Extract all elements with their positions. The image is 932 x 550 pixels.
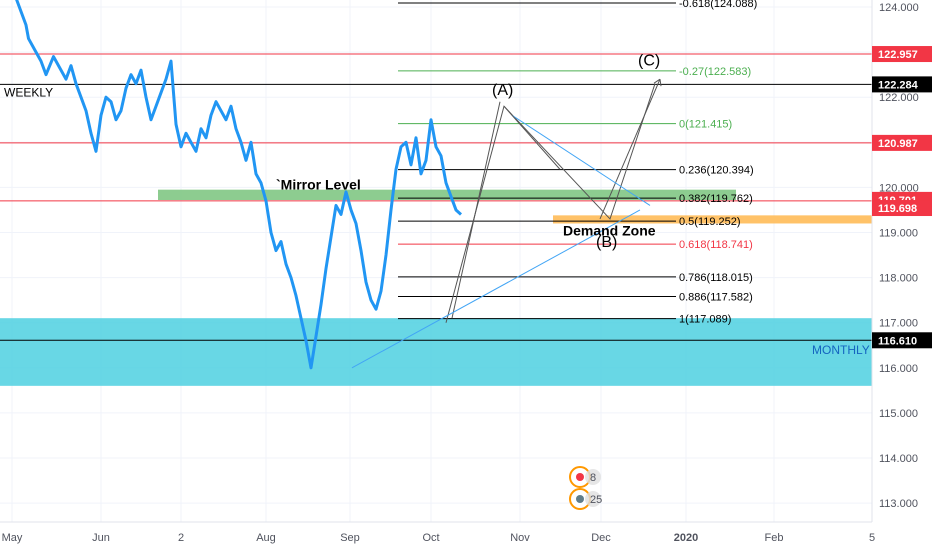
x-tick-label: Feb — [765, 532, 784, 544]
y-tick-label: 122.000 — [879, 92, 919, 104]
event-badges[interactable]: 8 25 — [569, 466, 602, 510]
price-tag[interactable] — [872, 46, 932, 63]
price-tag-label: 116.610 — [878, 335, 917, 347]
y-tick-label: 118.000 — [879, 273, 918, 285]
price-tag-label: 122.957 — [878, 49, 918, 61]
x-tick-label: Aug — [256, 532, 276, 544]
fibonacci-retracement[interactable]: -0.618(124.088) -0.27(122.583) 0(121.415) 0… — [398, 0, 757, 326]
wave-b-label: (B) — [596, 234, 617, 251]
resistance-trendline — [511, 114, 651, 206]
x-tick-label: 5 — [869, 532, 875, 544]
x-tick-label: Sep — [340, 532, 360, 544]
fib-level-label: 0.786(118.015) — [679, 272, 753, 284]
price-line — [15, 0, 463, 370]
wave-c-arrow-line — [599, 78, 661, 220]
zones — [0, 189, 872, 386]
event-badge-dot — [576, 473, 584, 481]
y-tick-label: 115.000 — [879, 408, 918, 420]
wave-c-label: (C) — [638, 53, 660, 70]
event-badge-count-bg — [585, 469, 601, 485]
mirror-level-zone — [158, 189, 736, 201]
drawings — [351, 78, 662, 369]
wave-a-label: (A) — [492, 82, 513, 99]
y-tick-label: 120.000 — [879, 182, 919, 194]
mirror-level-label: `Mirror Level — [276, 176, 361, 192]
price-tag-label: 119.698 — [878, 203, 917, 215]
fib-level-label: 0.382(119.762) — [679, 193, 753, 205]
x-tick-label: 2 — [178, 532, 184, 544]
fib-level-label: 0.5(119.252) — [679, 216, 741, 228]
y-tick-label: 116.000 — [879, 363, 918, 375]
weekly-label: WEEKLY — [4, 85, 53, 99]
price-tag[interactable] — [872, 332, 932, 349]
arrow-head — [653, 78, 662, 87]
event-badge-count-bg — [585, 491, 601, 507]
price-tag[interactable] — [872, 134, 932, 151]
fib-level-label: 0(121.415) — [679, 119, 732, 131]
fib-level-label: -0.618(124.088) — [679, 0, 757, 10]
demand-zone — [553, 215, 872, 224]
wave-b-leg — [503, 105, 561, 170]
monthly-label: MONTHLY — [812, 343, 870, 357]
event-badge-count: 8 — [590, 472, 596, 484]
fib-level-label: -0.27(122.583) — [679, 66, 751, 78]
annotations: WEEKLY `Mirror Level Demand Zone MONTHLY (A)… — [4, 53, 870, 357]
x-axis[interactable]: May Jun 2 Aug Sep Oct Nov Dec 2020 Feb 5 — [0, 521, 932, 550]
y-tick-label: 113.000 — [879, 498, 918, 510]
x-tick-label: May — [2, 532, 23, 544]
x-tick-label: Nov — [510, 532, 530, 544]
event-badge-dot — [576, 495, 584, 503]
wave-a-parallel — [451, 101, 501, 319]
event-badge-count: 25 — [590, 494, 602, 506]
support-trendline — [351, 209, 641, 369]
x-tick-label: Dec — [591, 532, 611, 544]
x-tick-label: Oct — [422, 532, 439, 544]
fib-level-label: 0.236(120.394) — [679, 165, 754, 177]
price-tag[interactable] — [872, 200, 932, 217]
fib-level-label: 0.618(118.741) — [679, 239, 753, 251]
fib-level-label: 0.886(117.582) — [679, 291, 753, 303]
y-tick-label: 119.000 — [879, 228, 918, 240]
demand-zone-label: Demand Zone — [563, 223, 656, 239]
price-tag-label: 120.987 — [878, 138, 918, 150]
monthly-zone — [0, 318, 872, 386]
y-tick-label: 124.000 — [879, 2, 919, 14]
price-tag[interactable] — [872, 76, 932, 93]
y-axis[interactable]: 124.000123.000122.000121.000120.000119.0… — [871, 0, 932, 550]
x-tick-label: Jun — [92, 532, 110, 544]
y-tick-label: 114.000 — [879, 453, 918, 465]
y-tick-label: 117.000 — [879, 318, 918, 330]
x-tick-label: 2020 — [674, 532, 698, 544]
price-tag-label: 122.284 — [878, 79, 919, 91]
x-axis-background — [0, 522, 932, 550]
price-series — [15, 0, 463, 370]
fib-level-label: 1(117.089) — [679, 314, 731, 326]
